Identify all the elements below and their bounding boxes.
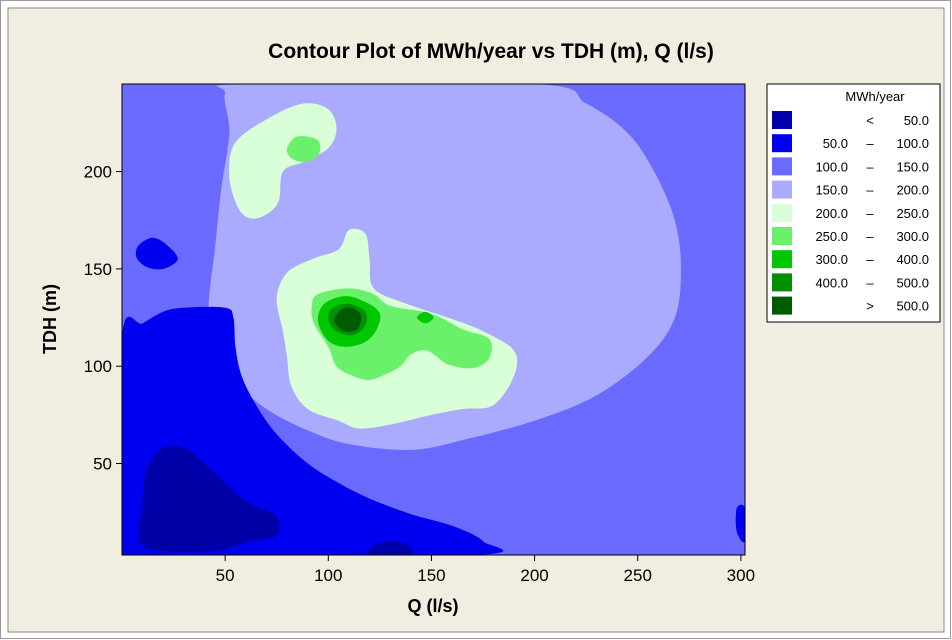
legend-swatch <box>772 180 792 199</box>
legend-range-high: 150.0 <box>896 159 929 174</box>
legend-range-low: 300.0 <box>815 252 848 267</box>
x-axis: 50 100 150 200 250 300 <box>216 555 755 585</box>
y-axis: 50 100 150 200 <box>84 163 122 474</box>
x-tick-label: 50 <box>216 566 235 585</box>
legend-swatch <box>772 250 792 269</box>
legend-range-high: 250.0 <box>896 206 929 221</box>
contour-region-band-0 <box>138 445 280 553</box>
legend-swatch <box>772 111 792 129</box>
legend-range-separator: < <box>866 113 874 128</box>
legend-range-high: 500.0 <box>896 275 929 290</box>
legend-range-low: 200.0 <box>815 206 848 221</box>
contour-region-band-3 <box>238 311 267 344</box>
legend-range-low: 400.0 <box>815 275 848 290</box>
x-axis-label: Q (l/s) <box>407 596 458 616</box>
contour-region-band-1 <box>735 504 745 543</box>
contour-region-band-5 <box>286 136 321 162</box>
legend-range-high: 50.0 <box>904 113 929 128</box>
legend: MWh/year <50.0 50.0 – 100.0 100.0 – 150.0 150.0… <box>766 83 941 323</box>
legend-swatch <box>772 203 792 222</box>
legend-range-separator: > <box>866 299 874 314</box>
y-tick-label: 50 <box>93 455 112 474</box>
legend-range-separator: – <box>866 206 874 221</box>
legend-range-separator: – <box>866 183 874 198</box>
legend-range-low: 100.0 <box>815 159 848 174</box>
legend-swatch <box>772 296 792 315</box>
legend-swatch <box>772 134 792 153</box>
legend-range-low: 250.0 <box>815 229 848 244</box>
legend-range-separator: – <box>866 159 874 174</box>
x-tick-label: 200 <box>520 566 548 585</box>
x-tick-label: 300 <box>727 566 755 585</box>
contour-region-band-6 <box>417 311 434 324</box>
legend-range-separator: – <box>866 275 874 290</box>
legend-range-low: 150.0 <box>815 183 848 198</box>
y-tick-label: 100 <box>84 357 112 376</box>
legend-range-separator: – <box>866 252 874 267</box>
legend-swatch <box>772 157 792 176</box>
legend-swatch <box>772 227 792 245</box>
contour-region-band-0 <box>366 541 413 555</box>
legend-range-high: 400.0 <box>896 252 929 267</box>
legend-range-high: 300.0 <box>896 229 929 244</box>
legend-title: MWh/year <box>845 89 905 104</box>
x-tick-label: 250 <box>624 566 652 585</box>
y-tick-label: 200 <box>84 163 112 182</box>
y-tick-label: 150 <box>84 260 112 279</box>
y-axis-label: TDH (m) <box>40 284 60 354</box>
x-tick-label: 100 <box>314 566 342 585</box>
legend-box <box>766 83 941 323</box>
x-tick-label: 150 <box>417 566 445 585</box>
plot-frame <box>121 83 746 556</box>
legend-range-high: 200.0 <box>896 183 929 198</box>
legend-range-high: 100.0 <box>896 136 929 151</box>
legend-range-high: 500.0 <box>896 299 929 314</box>
contour-region-band-1 <box>135 237 178 270</box>
contour-region-band-8 <box>334 307 362 332</box>
legend-swatch <box>772 273 792 292</box>
legend-range-separator: – <box>866 136 874 151</box>
contour-regions <box>122 84 745 555</box>
contour-region-band-4 <box>229 103 337 219</box>
legend-range-low: 50.0 <box>823 136 848 151</box>
legend-range-separator: – <box>866 229 874 244</box>
chart-title: Contour Plot of MWh/year vs TDH (m), Q (… <box>268 40 714 63</box>
